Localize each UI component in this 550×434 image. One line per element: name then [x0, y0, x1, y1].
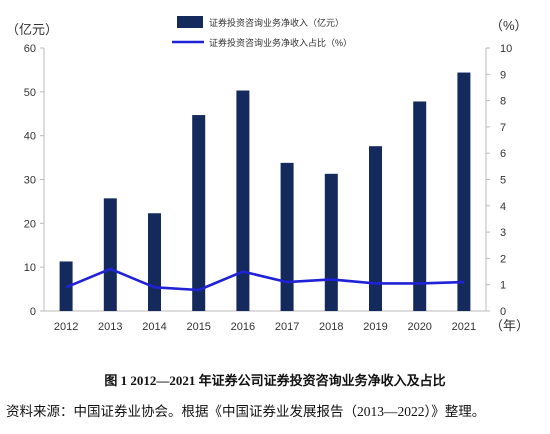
- right-axis-tick-label: 6: [500, 148, 506, 160]
- x-axis-tick-label: 2014: [142, 321, 166, 333]
- bar: [324, 173, 338, 311]
- legend-label-line: 证券投资咨询业务净收入占比（%）: [209, 37, 352, 48]
- right-axis-tick-label: 8: [500, 96, 506, 108]
- legend-label-bar: 证券投资咨询业务净收入（亿元）: [209, 17, 344, 28]
- left-axis-tick-label: 50: [24, 87, 36, 99]
- x-axis-tick-label: 2021: [452, 321, 476, 333]
- bar: [280, 162, 294, 311]
- bar: [103, 198, 117, 311]
- x-axis-tick-label: 2020: [407, 321, 431, 333]
- x-axis-unit: （年）: [490, 318, 529, 333]
- x-axis-tick-label: 2016: [231, 321, 255, 333]
- bar: [457, 72, 471, 312]
- left-axis-tick-label: 20: [24, 218, 36, 230]
- left-axis-tick-label: 60: [24, 43, 36, 55]
- left-axis-tick-label: 10: [24, 262, 36, 274]
- left-axis-tick-label: 30: [24, 175, 36, 187]
- x-axis-tick-label: 2018: [319, 321, 343, 333]
- right-axis-tick-label: 10: [500, 43, 512, 55]
- bar: [192, 115, 206, 311]
- right-axis-tick-label: 7: [500, 122, 506, 134]
- right-axis-tick-label: 5: [500, 175, 506, 187]
- bar: [369, 146, 382, 311]
- right-axis-tick-label: 2: [500, 253, 506, 265]
- source-note: 资料来源：中国证券业协会。根据《中国证券业发展报告（2013—2022）》整理。: [6, 404, 486, 419]
- right-axis-unit: （%）: [490, 18, 528, 33]
- x-axis-tick-label: 2015: [186, 321, 210, 333]
- bar: [413, 101, 427, 311]
- ratio-line: [65, 267, 464, 292]
- x-axis-tick-label: 2019: [363, 321, 387, 333]
- bar: [236, 90, 250, 311]
- bar: [148, 213, 161, 311]
- x-axis-tick-label: 2013: [98, 321, 122, 333]
- right-axis-tick-label: 4: [500, 201, 506, 213]
- right-axis-tick-label: 1: [500, 280, 506, 292]
- x-axis-tick-label: 2012: [54, 321, 78, 333]
- left-axis-unit: （亿元）: [6, 22, 58, 37]
- left-axis-tick-label: 40: [24, 131, 36, 143]
- legend-swatch-bar: [177, 16, 203, 28]
- left-axis-tick-label: 0: [30, 306, 36, 318]
- right-axis-tick-label: 0: [500, 306, 506, 318]
- right-axis-tick-label: 9: [500, 69, 506, 81]
- figure-caption: 图 1 2012—2021 年证券公司证券投资咨询业务净收入及占比: [104, 373, 446, 388]
- x-axis-tick-label: 2017: [275, 321, 299, 333]
- chart: 0 10 20 30 40 50 60 0 1 2 3 4 5 6 7 8 9 10 （亿元） （%） （年） 2012 2…: [6, 16, 529, 333]
- right-axis-tick-label: 3: [500, 227, 506, 239]
